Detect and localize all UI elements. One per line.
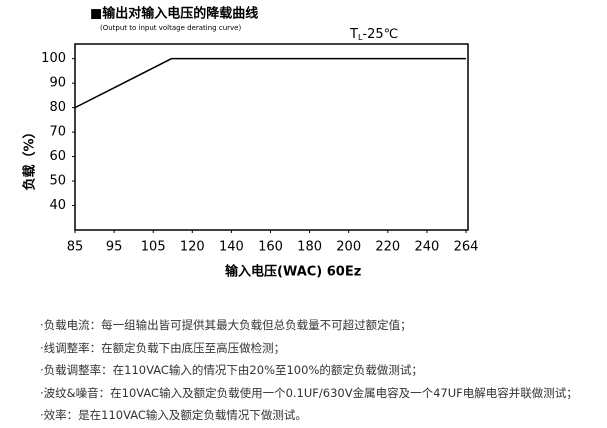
y-tick-label: 100 — [41, 51, 66, 66]
derating-line — [74, 57, 466, 109]
bullet: · — [40, 340, 44, 355]
x-tick-label: 160 — [258, 240, 283, 255]
x-tick-label: 120 — [180, 240, 205, 255]
annotation-sub: L — [358, 33, 363, 42]
y-tick-label: 70 — [49, 125, 66, 140]
note: ·线调整率：在额定负载下由底压至高压做检测； — [40, 337, 605, 360]
x-tick-label: 240 — [414, 240, 439, 255]
y-axis-label: 负载（%） — [22, 125, 38, 190]
note-text: 线调整率：在额定负载下由底压至高压做检测； — [43, 340, 286, 355]
note: ·负载电流：每一组输出皆可提供其最大负载但总负载量不可超过额定值； — [40, 314, 605, 337]
plot-frame — [74, 43, 469, 231]
bullet: · — [40, 318, 44, 332]
y-tick-label: 60 — [49, 149, 66, 164]
note-text: 波纹&噪音：在10VAC输入及额定负载使用一个0.1UF/630V金属电容及一个… — [43, 385, 578, 400]
note-text: 负载调整率：在110VAC输入的情况下由20%至100%的额定负载做测试； — [43, 363, 423, 377]
annotation-rest: -25℃ — [362, 27, 398, 42]
x-tick-label: 200 — [336, 240, 361, 255]
bullet: · — [40, 408, 44, 422]
x-axis-label: 输入电压(WAC) 60Ez — [225, 264, 361, 280]
x-tick-label: 105 — [141, 240, 166, 255]
note: ·效率：是在110VAC输入及额定负载情况下做测试。 — [40, 404, 605, 427]
x-tick-label: 95 — [106, 240, 123, 255]
chart-title: ■输出对输入电压的降载曲线 — [90, 6, 258, 22]
annotation-main: T — [349, 27, 358, 42]
x-tick-label: 180 — [297, 240, 322, 255]
bullet: · — [40, 363, 44, 377]
y-tick-label: 40 — [49, 198, 66, 213]
note: ·波纹&噪音：在10VAC输入及额定负载使用一个0.1UF/630V金属电容及一… — [40, 382, 605, 405]
note-text: 负载电流：每一组输出皆可提供其最大负载但总负载量不可超过额定值； — [43, 318, 412, 332]
bullet: · — [40, 385, 44, 400]
chart: ■输出对输入电压的降载曲线 (Output to input voltage d… — [22, 6, 479, 280]
note: ·负载调整率：在110VAC输入的情况下由20%至100%的额定负载做测试； — [40, 359, 605, 382]
notes: ·负载电流：每一组输出皆可提供其最大负载但总负载量不可超过额定值； ·线调整率：在… — [40, 314, 605, 427]
x-tick-label: 140 — [219, 240, 244, 255]
y-tick-label: 90 — [49, 76, 66, 91]
annotation: TL-25℃ — [349, 27, 398, 42]
chart-subtitle: (Output to input voltage derating curve) — [100, 24, 241, 32]
y-tick-label: 50 — [49, 174, 66, 189]
x-tick-label: 85 — [67, 240, 84, 255]
note-text: 效率：是在110VAC输入及额定负载情况下做测试。 — [43, 408, 307, 422]
x-tick-label: 220 — [375, 240, 400, 255]
y-tick-label: 80 — [49, 100, 66, 115]
x-tick-label: 264 — [454, 240, 479, 255]
